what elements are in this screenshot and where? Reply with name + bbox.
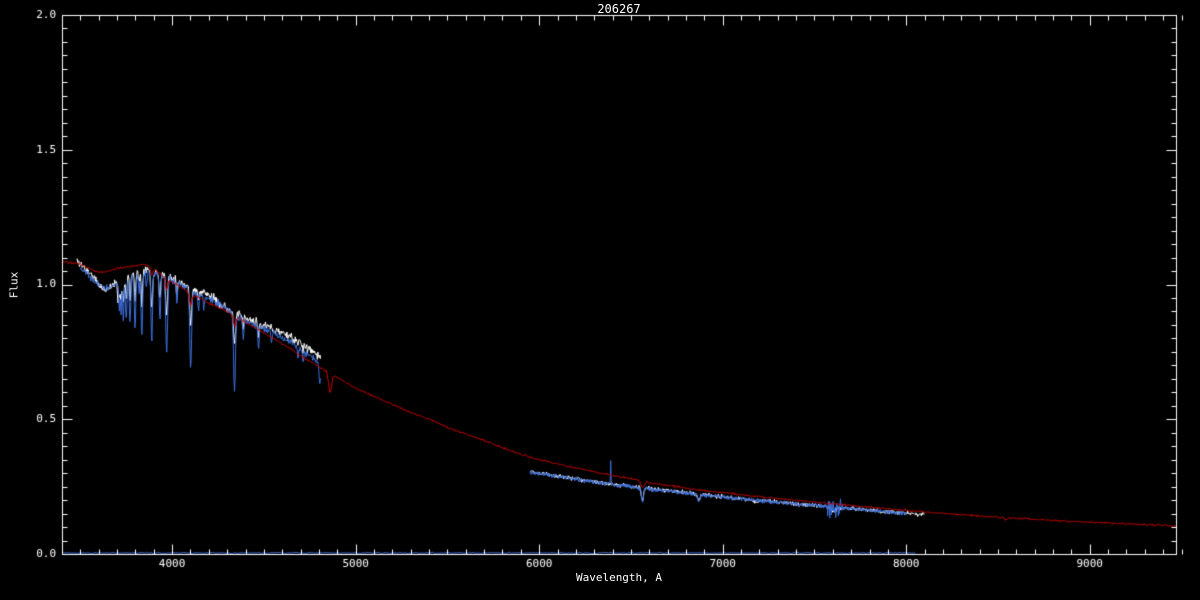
plot-title: 206267 [597, 2, 641, 16]
x-axis-label: Wavelength, A [575, 571, 663, 584]
y-axis-label: Flux [7, 271, 21, 299]
